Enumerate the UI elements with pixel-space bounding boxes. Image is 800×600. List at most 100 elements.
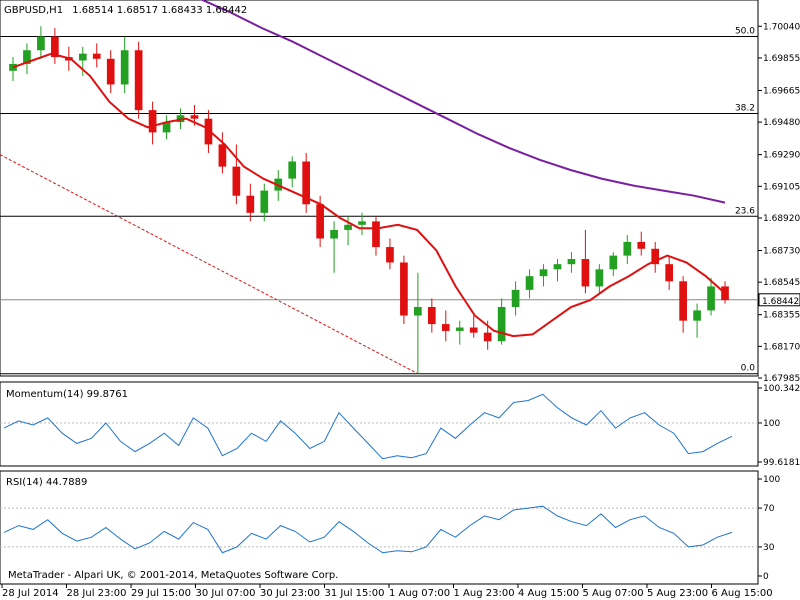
fibo-level-label: 38.2 bbox=[735, 104, 755, 114]
candle-body bbox=[455, 327, 464, 331]
candle-body bbox=[330, 229, 338, 239]
rsi-title: RSI(14) 44.7889 bbox=[6, 477, 87, 488]
symbol-title: GBPUSD,H1 bbox=[4, 5, 63, 16]
candle-body bbox=[148, 110, 157, 133]
price-tick-label: 1.68355 bbox=[763, 311, 800, 321]
rsi-panel-frame bbox=[0, 470, 759, 585]
candle-body bbox=[218, 144, 227, 167]
fibo-level-label: 50.0 bbox=[735, 27, 755, 37]
candle-body bbox=[120, 50, 129, 85]
time-tick-label: 30 Jul 23:00 bbox=[260, 588, 320, 599]
price-tick-label: 1.70040 bbox=[763, 22, 800, 32]
time-tick-label: 4 Aug 15:00 bbox=[518, 588, 579, 599]
sma-slow-line bbox=[200, 0, 726, 204]
candle-body bbox=[665, 264, 674, 282]
price-tick-label: 1.69855 bbox=[763, 54, 800, 64]
time-tick-label: 28 Jul 2014 bbox=[2, 588, 59, 599]
price-tick-label: 1.68730 bbox=[763, 246, 800, 256]
candle-body bbox=[651, 248, 660, 265]
candle-body bbox=[623, 241, 632, 256]
candle-body bbox=[316, 204, 324, 239]
copyright-text: MetaTrader - Alpari UK, © 2001-2014, Met… bbox=[8, 570, 338, 581]
candle-body bbox=[344, 224, 352, 230]
price-tick-label: 1.68170 bbox=[763, 342, 800, 352]
candle-body bbox=[92, 53, 101, 59]
candle-body bbox=[511, 289, 520, 307]
ohlc-readout: 1.68514 1.68517 1.68433 1.68442 bbox=[72, 5, 247, 16]
candle-body bbox=[204, 118, 213, 145]
candle-body bbox=[595, 269, 604, 287]
candle-body bbox=[567, 259, 576, 265]
price-tick-label: 1.69290 bbox=[763, 151, 800, 161]
candle-body bbox=[372, 221, 380, 248]
time-tick-label: 5 Aug 07:00 bbox=[583, 588, 644, 599]
rsi-tick-label: 100 bbox=[763, 475, 780, 485]
time-tick-label: 30 Jul 07:00 bbox=[196, 588, 256, 599]
candle-body bbox=[358, 221, 366, 225]
time-tick-label: 29 Jul 15:00 bbox=[131, 588, 191, 599]
sma-fast-line bbox=[12, 52, 726, 338]
candle-body bbox=[679, 281, 687, 321]
rsi-tick-label: 70 bbox=[763, 504, 775, 514]
price-tick-label: 1.68545 bbox=[763, 278, 800, 288]
candle-body bbox=[497, 306, 506, 342]
momentum-tick-label: 99.6181 bbox=[763, 458, 800, 468]
current-price-box bbox=[758, 293, 800, 307]
candle-body bbox=[78, 53, 87, 61]
price-tick-label: 1.69480 bbox=[763, 118, 800, 128]
candle-body bbox=[288, 161, 297, 179]
candle-body bbox=[232, 166, 241, 196]
candle-body bbox=[693, 310, 701, 321]
chart-header: GBPUSD,H1 1.68514 1.68517 1.68433 1.6844… bbox=[4, 5, 247, 16]
candle-body bbox=[609, 255, 618, 270]
candle-body bbox=[302, 161, 311, 205]
momentum-title: Momentum(14) 99.8761 bbox=[6, 389, 128, 400]
trendline bbox=[0, 154, 419, 375]
time-tick-label: 1 Aug 23:00 bbox=[454, 588, 515, 599]
candle-body bbox=[9, 63, 17, 71]
axis-layer: 1.70040 1.69855 1.69665 1.69480 1.69290 1.691… bbox=[1, 22, 800, 599]
price-tick-label: 1.69665 bbox=[763, 86, 800, 96]
momentum-line bbox=[3, 393, 733, 460]
candle-body bbox=[441, 324, 450, 331]
candle-body bbox=[637, 241, 646, 249]
time-tick-label: 5 Aug 23:00 bbox=[647, 588, 708, 599]
candle-body bbox=[553, 264, 562, 270]
momentum-panel-frame bbox=[0, 381, 759, 467]
rsi-line bbox=[3, 505, 733, 554]
candle-body bbox=[539, 269, 548, 277]
time-tick-label: 6 Aug 15:00 bbox=[712, 588, 773, 599]
main-plot-layer: 50.0 38.2 23.6 0.0 bbox=[0, 0, 758, 375]
rsi-tick-label: 30 bbox=[763, 543, 775, 553]
candle-body bbox=[427, 306, 436, 325]
rsi-plot-layer bbox=[0, 505, 758, 554]
momentum-tick-label: 100 bbox=[763, 419, 780, 429]
current-price-label: 1.68442 bbox=[762, 297, 799, 307]
candle-body bbox=[134, 50, 143, 111]
fibo-level-label: 0.0 bbox=[741, 364, 756, 374]
candle-body bbox=[581, 259, 590, 287]
fibo-level-label: 23.6 bbox=[735, 206, 755, 216]
time-tick-label: 28 Jul 23:00 bbox=[67, 588, 127, 599]
candle-body bbox=[190, 115, 199, 119]
time-tick-label: 1 Aug 07:00 bbox=[389, 588, 450, 599]
rsi-tick-label: 0 bbox=[763, 572, 769, 582]
momentum-plot-layer bbox=[0, 393, 758, 460]
candle-body bbox=[386, 247, 394, 263]
candle-body bbox=[525, 276, 534, 290]
price-tick-label: 1.68920 bbox=[763, 214, 800, 224]
candle-body bbox=[37, 36, 45, 51]
candle-body bbox=[246, 195, 255, 213]
price-tick-label: 1.67985 bbox=[763, 374, 800, 384]
candle-body bbox=[260, 190, 269, 213]
candle-body bbox=[162, 122, 171, 133]
candle-body bbox=[707, 286, 715, 311]
candle-body bbox=[51, 36, 59, 58]
candle-body bbox=[23, 50, 31, 64]
candle-body bbox=[106, 58, 115, 85]
candle-body bbox=[483, 332, 492, 342]
price-tick-label: 1.69105 bbox=[763, 182, 800, 192]
time-tick-label: 31 Jul 15:00 bbox=[325, 588, 385, 599]
